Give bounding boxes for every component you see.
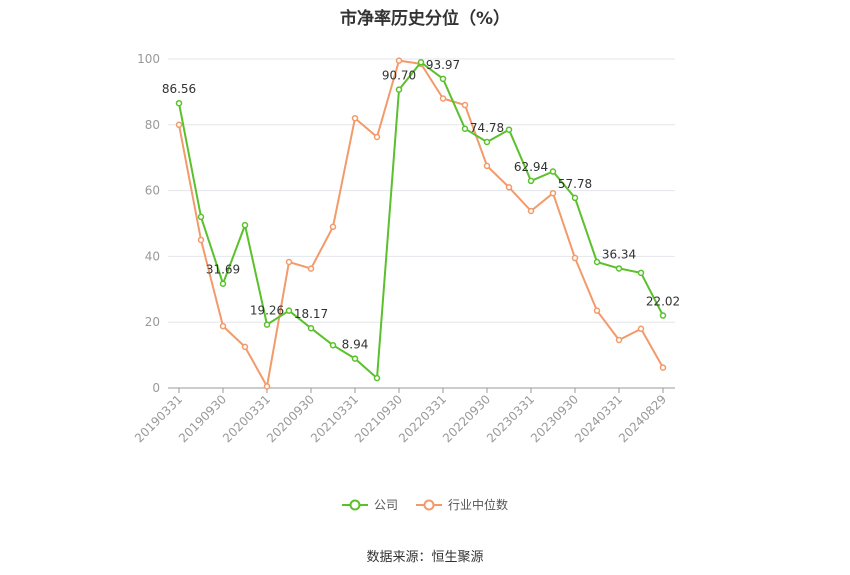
data-point-industry-median xyxy=(329,223,337,231)
data-point-industry-median xyxy=(351,114,359,122)
series-line-company xyxy=(178,61,664,380)
data-point-industry-median xyxy=(373,133,381,141)
data-point-industry-median xyxy=(549,189,557,197)
data-label: 18.17 xyxy=(294,307,328,321)
legend-label-industry-median: 行业中位数 xyxy=(448,498,509,512)
series-line-industry-median xyxy=(178,59,664,388)
x-tick-label: 20240829 xyxy=(616,392,669,445)
data-point-company xyxy=(505,126,513,133)
chart-legend: 公司 行业中位数 xyxy=(0,496,850,513)
y-tick-label: 40 xyxy=(145,249,160,263)
data-point-company xyxy=(395,86,403,93)
data-point-industry-median xyxy=(505,184,513,191)
legend-item-industry-median[interactable]: 行业中位数 xyxy=(416,496,508,513)
data-point-company xyxy=(307,324,315,332)
legend-marker-company xyxy=(341,499,368,510)
data-point-industry-median xyxy=(197,236,205,244)
data-point-industry-median xyxy=(307,265,315,272)
data-label: 36.34 xyxy=(602,247,636,261)
data-point-industry-median xyxy=(527,207,535,215)
y-tick-label: 60 xyxy=(145,184,160,198)
data-label: 90.70 xyxy=(382,69,416,83)
data-label: 93.97 xyxy=(426,58,460,72)
data-point-company xyxy=(417,59,425,66)
data-point-company xyxy=(439,75,447,83)
data-point-industry-median xyxy=(285,258,293,266)
data-point-company xyxy=(351,355,359,362)
y-tick-label: 80 xyxy=(145,118,160,132)
data-point-company xyxy=(659,312,667,319)
data-point-company xyxy=(197,213,205,221)
data-point-company xyxy=(219,280,227,287)
data-point-company xyxy=(461,125,469,132)
data-point-industry-median xyxy=(175,121,183,129)
data-label: 74.78 xyxy=(470,121,504,135)
data-point-industry-median xyxy=(439,95,447,102)
data-point-company xyxy=(637,269,645,277)
data-label: 86.56 xyxy=(162,82,196,96)
data-point-company xyxy=(263,321,271,328)
legend-label-company: 公司 xyxy=(373,498,398,512)
data-point-industry-median xyxy=(593,307,601,314)
data-point-company xyxy=(615,265,623,272)
chart-title: 市净率历史分位（%） xyxy=(339,9,511,29)
data-point-company xyxy=(549,168,557,175)
data-point-company xyxy=(527,177,535,185)
data-label: 22.02 xyxy=(646,295,680,309)
data-point-company xyxy=(571,194,579,202)
data-point-industry-median xyxy=(219,322,227,330)
data-label: 57.78 xyxy=(558,177,592,191)
data-label: 8.94 xyxy=(342,338,369,352)
data-point-industry-median xyxy=(571,254,579,262)
data-point-company xyxy=(373,374,381,382)
data-label: 19.26 xyxy=(250,304,284,318)
data-point-industry-median xyxy=(483,162,491,170)
y-tick-label: 20 xyxy=(145,315,160,329)
legend-item-company[interactable]: 公司 xyxy=(341,496,398,513)
data-point-company xyxy=(175,99,183,107)
y-tick-label: 0 xyxy=(152,381,160,395)
data-point-company xyxy=(241,221,249,229)
data-point-company xyxy=(329,341,337,349)
data-label: 62.94 xyxy=(514,160,548,174)
data-point-industry-median xyxy=(395,57,403,64)
data-point-industry-median xyxy=(637,325,645,333)
data-point-industry-median xyxy=(263,383,271,390)
data-point-industry-median xyxy=(615,336,623,344)
data-point-company xyxy=(285,307,293,314)
data-point-industry-median xyxy=(659,364,667,371)
data-label: 31.69 xyxy=(206,263,240,277)
data-point-company xyxy=(483,138,491,146)
y-tick-label: 100 xyxy=(137,52,160,66)
data-point-company xyxy=(593,258,601,266)
legend-marker-industry-median xyxy=(416,499,442,510)
data-point-industry-median xyxy=(461,101,469,109)
data-source-note: 数据来源：恒生聚源 xyxy=(366,550,484,565)
data-point-industry-median xyxy=(241,343,249,351)
